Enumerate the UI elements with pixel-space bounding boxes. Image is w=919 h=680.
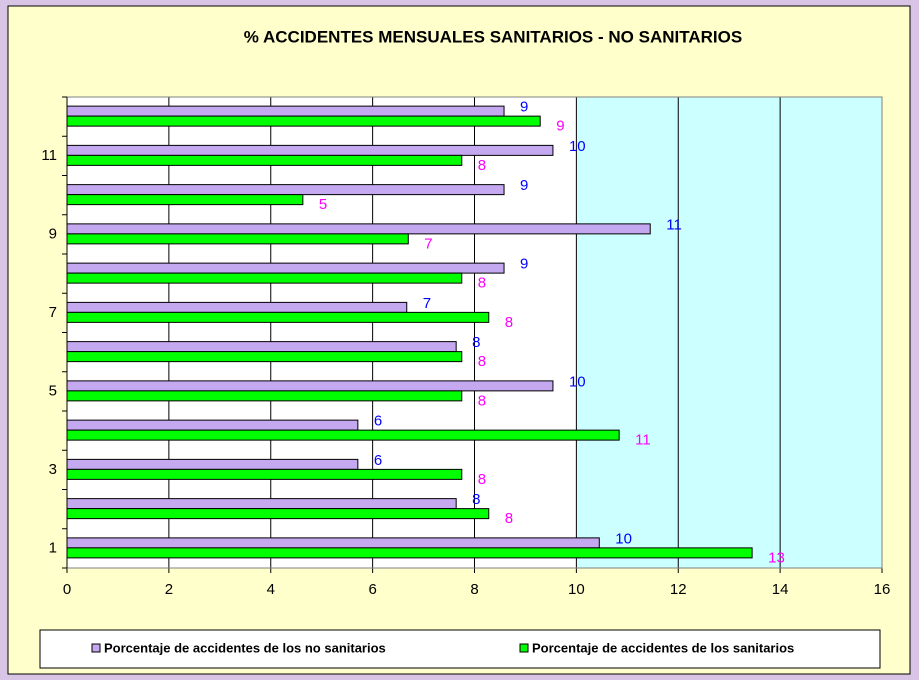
y-tick-label: 5 (49, 382, 57, 399)
x-tick-label: 2 (165, 581, 173, 598)
y-tick-label: 7 (49, 304, 57, 321)
value-label: 8 (478, 353, 486, 370)
value-label: 8 (505, 314, 513, 331)
bar (66, 105, 505, 117)
bar (66, 233, 409, 245)
x-tick-label: 8 (470, 581, 478, 598)
value-label: 6 (374, 452, 382, 469)
bar (66, 429, 620, 441)
value-label: 8 (478, 471, 486, 488)
bar (66, 311, 490, 323)
bar (66, 537, 600, 549)
bar (66, 547, 753, 559)
x-tick-label: 16 (874, 581, 891, 598)
value-label: 5 (319, 196, 327, 213)
bar (66, 301, 408, 313)
bar (66, 154, 463, 166)
value-label: 8 (478, 392, 486, 409)
value-label: 7 (423, 295, 431, 312)
bar (66, 380, 554, 392)
value-label: 13 (768, 549, 785, 566)
x-tick-label: 0 (63, 581, 71, 598)
bar (66, 351, 463, 363)
x-tick-label: 4 (267, 581, 275, 598)
plot-area-shade (577, 97, 882, 568)
value-label: 9 (556, 118, 564, 135)
chart-title: % ACCIDENTES MENSUALES SANITARIOS - NO S… (244, 27, 742, 46)
value-label: 8 (472, 334, 480, 351)
x-tick-label: 12 (670, 581, 687, 598)
x-tick-label: 14 (772, 581, 789, 598)
value-label: 10 (615, 530, 632, 547)
bar (66, 498, 457, 510)
bar (66, 194, 304, 206)
value-label: 8 (478, 275, 486, 292)
bar (66, 341, 457, 353)
bar (66, 508, 490, 520)
plot-area (67, 97, 577, 568)
x-tick-label: 6 (368, 581, 376, 598)
value-label: 11 (635, 432, 651, 449)
bar (66, 419, 359, 431)
value-label: 9 (520, 256, 528, 273)
y-tick-label: 1 (49, 539, 57, 556)
value-label: 10 (569, 138, 586, 155)
value-label: 11 (666, 216, 682, 233)
legend-label: Porcentaje de accidentes de los no sanit… (104, 640, 386, 655)
value-label: 7 (424, 235, 432, 252)
y-tick-label: 11 (41, 147, 57, 164)
bar (66, 115, 541, 127)
legend-label: Porcentaje de accidentes de los sanitari… (532, 640, 794, 655)
bar (66, 262, 505, 274)
value-label: 9 (520, 99, 528, 116)
y-tick-label: 9 (49, 225, 57, 242)
bar (66, 458, 359, 470)
value-label: 8 (472, 491, 480, 508)
y-tick-label: 3 (49, 461, 57, 478)
bar (66, 144, 554, 156)
bar (66, 184, 505, 196)
x-tick-label: 10 (568, 581, 585, 598)
bar (66, 390, 463, 402)
legend-swatch (91, 643, 101, 653)
bar (66, 468, 463, 480)
value-label: 9 (520, 177, 528, 194)
bar (66, 272, 463, 284)
value-label: 8 (478, 157, 486, 174)
value-label: 8 (505, 510, 513, 527)
legend (39, 629, 881, 669)
value-label: 6 (374, 413, 382, 430)
bar (66, 223, 651, 235)
legend-swatch (519, 643, 529, 653)
value-label: 10 (569, 373, 586, 390)
